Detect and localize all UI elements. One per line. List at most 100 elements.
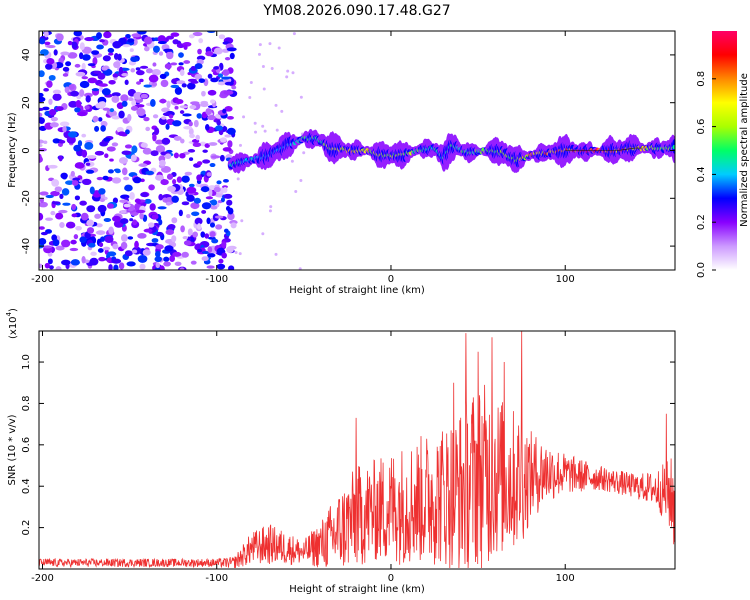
noise-cell: [125, 129, 130, 135]
noise-cell: [170, 62, 178, 66]
noise-cell: [205, 196, 214, 200]
noise-cell: [39, 112, 43, 118]
noise-cell: [228, 265, 235, 270]
noise-cell: [217, 81, 226, 86]
noise-cell: [113, 52, 119, 60]
noise-cell: [111, 95, 120, 103]
noise-cell: [215, 224, 223, 230]
noise-cell: [206, 172, 212, 177]
noise-cell: [160, 179, 169, 186]
noise-cell: [39, 92, 44, 98]
noise-cell: [178, 52, 184, 58]
noise-cell: [231, 85, 237, 90]
noise-cell: [121, 150, 132, 155]
noise-cell: [122, 44, 131, 48]
noise-cell: [130, 105, 139, 111]
noise-cell: [118, 110, 125, 119]
noise-cell: [209, 222, 216, 228]
noise-cell: [164, 63, 172, 70]
noise-cell: [258, 43, 262, 47]
noise-cell: [39, 107, 45, 112]
noise-cell: [151, 214, 159, 220]
noise-cell: [208, 188, 213, 197]
noise-cell: [172, 120, 182, 127]
noise-cell: [140, 142, 148, 148]
noise-cell: [204, 233, 210, 239]
noise-cell: [188, 157, 194, 162]
noise-cell: [161, 137, 171, 145]
noise-cell: [151, 82, 158, 87]
noise-cell: [249, 81, 253, 85]
noise-cell: [280, 109, 284, 113]
noise-cell: [72, 177, 81, 181]
noise-cell: [70, 239, 77, 245]
noise-cell: [274, 103, 278, 107]
noise-cell: [71, 203, 77, 211]
noise-cell: [205, 51, 214, 57]
noise-cell: [59, 193, 64, 199]
noise-cell: [143, 228, 153, 233]
spectrogram-x-tick-label: -100: [205, 274, 228, 285]
colorbar-ticks: 0.0 0.2 0.4 0.6 0.8: [696, 71, 716, 278]
noise-cell: [172, 251, 182, 257]
noise-cell: [65, 221, 76, 229]
noise-cell: [67, 131, 78, 138]
noise-cell: [39, 49, 49, 56]
svg-text:(x104): (x104): [5, 308, 19, 339]
noise-cell: [120, 210, 127, 214]
noise-cell: [196, 223, 202, 230]
spectrogram-cells: [39, 31, 675, 270]
noise-cell: [216, 180, 222, 185]
noise-cell: [187, 82, 196, 90]
noise-cell: [98, 117, 103, 122]
noise-cell: [286, 69, 290, 73]
colorbar-tick-label: 0.6: [696, 119, 707, 135]
noise-cell: [84, 141, 94, 150]
noise-cell: [120, 94, 129, 102]
noise-cell: [181, 175, 190, 183]
noise-cell: [130, 154, 137, 162]
noise-cell: [86, 227, 95, 234]
noise-cell: [145, 170, 154, 175]
noise-cell: [216, 119, 221, 126]
noise-cell: [188, 127, 194, 136]
noise-cell: [85, 169, 95, 174]
noise-cell: [59, 140, 66, 144]
noise-cell: [270, 67, 274, 71]
noise-cell: [268, 209, 272, 213]
noise-cell: [130, 68, 136, 73]
noise-cell: [113, 61, 121, 69]
noise-cell: [223, 193, 233, 199]
noise-cell: [65, 61, 72, 67]
noise-cell: [73, 234, 79, 240]
noise-cell: [70, 90, 79, 97]
noise-cell: [136, 81, 142, 85]
noise-cell: [69, 247, 79, 252]
noise-cell: [190, 260, 197, 265]
noise-cell: [220, 197, 225, 203]
colorbar-label: Normalized spectral amplitude: [739, 73, 750, 227]
spectrogram-y-tick-label: -20: [21, 190, 32, 206]
noise-cell: [160, 79, 169, 88]
noise-cell: [103, 137, 111, 142]
noise-cell: [165, 123, 170, 130]
noise-cell: [81, 76, 89, 80]
noise-cell: [85, 95, 91, 103]
noise-cell: [136, 108, 146, 117]
noise-cell: [127, 113, 132, 122]
noise-cell: [290, 159, 294, 163]
noise-cell: [95, 230, 106, 235]
noise-cell: [180, 225, 185, 233]
noise-cell: [137, 233, 147, 239]
noise-cell: [219, 154, 225, 162]
noise-cell: [200, 186, 210, 193]
noise-cell: [43, 31, 49, 38]
noise-cell: [197, 248, 203, 253]
noise-cell: [118, 262, 125, 270]
spectrogram-x-ticks: -200 -100 0 100: [31, 31, 575, 285]
noise-cell: [39, 237, 47, 245]
noise-cell: [123, 203, 131, 208]
noise-cell: [81, 149, 88, 158]
noise-cell: [174, 261, 182, 266]
